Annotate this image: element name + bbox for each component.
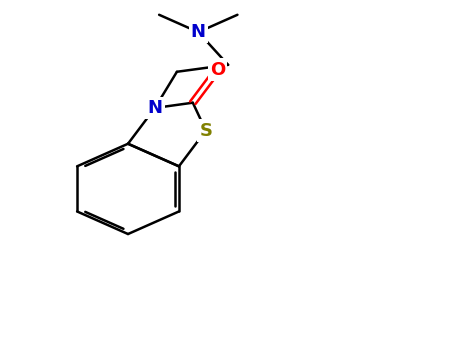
Text: S: S xyxy=(199,121,212,140)
Text: N: N xyxy=(191,23,206,41)
Text: N: N xyxy=(147,99,162,117)
Text: O: O xyxy=(210,61,225,79)
